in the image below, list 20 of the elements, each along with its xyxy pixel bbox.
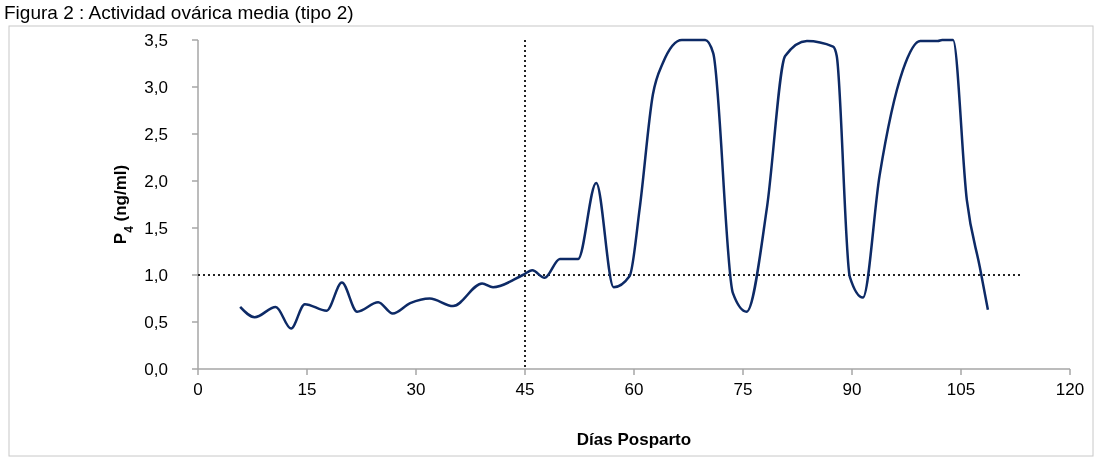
y-tick-label: 1,0: [144, 266, 168, 285]
x-tick-label: 75: [733, 380, 753, 399]
x-axis-title: Días Posparto: [576, 430, 692, 449]
y-tick-label: 0,0: [144, 360, 168, 379]
x-tick-label: 45: [515, 380, 535, 399]
x-tick-label: 15: [297, 380, 317, 399]
x-tick-label: 0: [193, 380, 203, 399]
x-tick-label: 120: [1055, 380, 1085, 399]
x-tick-label: 30: [406, 380, 426, 399]
x-tick-label: 60: [624, 380, 644, 399]
y-tick-label: 0,5: [144, 313, 168, 332]
y-tick-label: 3,0: [144, 78, 168, 97]
x-tick-label: 105: [946, 380, 976, 399]
chart-title: Figura 2 : Actividad ovárica media (tipo 2): [4, 2, 354, 23]
y-tick-label: 2,5: [144, 125, 168, 144]
line-series: [238, 38, 990, 330]
y-tick-label: 1,5: [144, 219, 168, 238]
y-tick-label: 3,5: [144, 31, 168, 50]
y-tick-label: 2,0: [144, 172, 168, 191]
x-tick-label: 90: [842, 380, 862, 399]
